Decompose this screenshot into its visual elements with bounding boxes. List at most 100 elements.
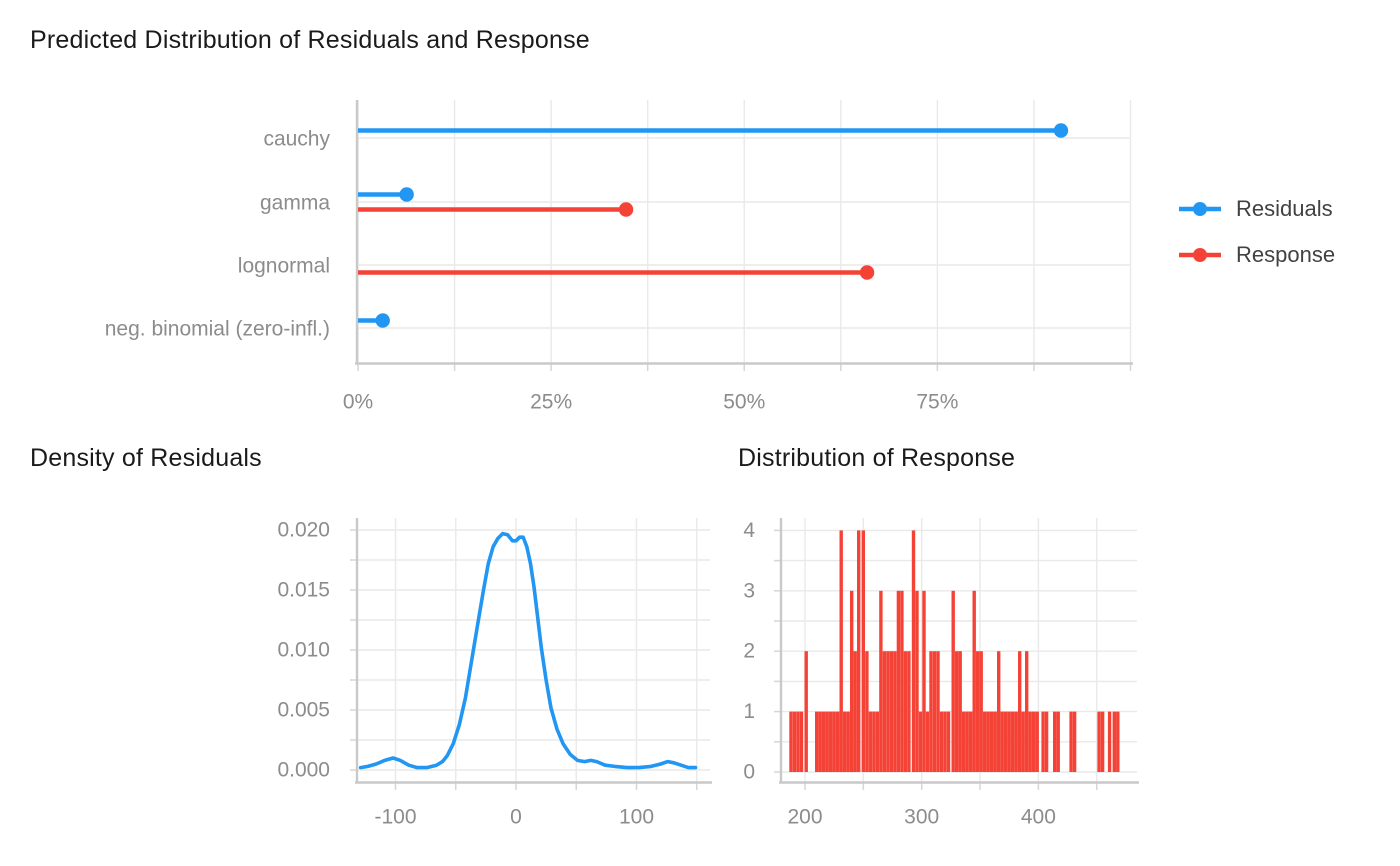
histogram-bar[interactable]	[1004, 711, 1008, 772]
predicted-distribution-chart[interactable]: 0% 25% 50% 75% cauchy gamma lognormal neg. bino…	[105, 100, 1133, 414]
histogram-bar[interactable]	[1112, 711, 1116, 772]
y-tick-label: 1	[743, 700, 755, 723]
histogram-bar[interactable]	[815, 711, 819, 772]
histogram-bar[interactable]	[929, 651, 933, 772]
histogram-chart[interactable]: 0 1 2 3 4 200 300 400	[743, 518, 1139, 829]
histogram-bar[interactable]	[818, 711, 822, 772]
histogram-bar[interactable]	[1053, 711, 1057, 772]
density-chart[interactable]: 0.000 0.005 0.010 0.015 0.020 -100 0 100	[277, 518, 712, 829]
histogram-bar[interactable]	[946, 711, 951, 772]
histogram-bar[interactable]	[922, 590, 926, 772]
histogram-bar[interactable]	[951, 590, 955, 772]
lollipop-dot-residuals[interactable]	[399, 187, 414, 202]
histogram-bar[interactable]	[1116, 711, 1120, 772]
histogram-bar[interactable]	[896, 590, 901, 772]
response-legend-symbol	[1179, 248, 1221, 262]
histogram-bar[interactable]	[936, 651, 940, 772]
density-curve[interactable]	[358, 531, 698, 770]
histogram-bar[interactable]	[875, 711, 880, 772]
histogram-bar[interactable]	[1021, 711, 1025, 772]
histogram-bar[interactable]	[853, 651, 857, 772]
histogram-bar[interactable]	[979, 651, 983, 772]
histogram-bar[interactable]	[1069, 711, 1073, 772]
histogram-bar[interactable]	[943, 711, 947, 772]
histogram-bar[interactable]	[932, 651, 937, 772]
histogram-bar[interactable]	[893, 651, 897, 772]
legend-label-residuals: Residuals	[1236, 196, 1333, 221]
histogram-bar[interactable]	[907, 651, 911, 772]
histogram-bar[interactable]	[865, 651, 869, 772]
y-tick-label: 2	[743, 640, 755, 663]
histogram-bar[interactable]	[997, 651, 1001, 772]
histogram-bar[interactable]	[839, 530, 843, 772]
y-tick-label: 0.000	[277, 759, 330, 782]
histogram-bar[interactable]	[918, 711, 923, 772]
histogram-bar[interactable]	[1028, 711, 1032, 772]
histogram-bar[interactable]	[903, 651, 908, 772]
lollipop-dot-response[interactable]	[618, 202, 634, 217]
histogram-bar[interactable]	[972, 590, 976, 772]
histogram-bar[interactable]	[832, 711, 836, 772]
histogram-bar[interactable]	[1000, 711, 1004, 772]
lollipop-dot-residuals[interactable]	[1053, 123, 1069, 138]
histogram-bar[interactable]	[965, 711, 969, 772]
histogram-bar[interactable]	[955, 651, 959, 772]
histogram-bar[interactable]	[825, 711, 829, 772]
histogram-bar[interactable]	[1035, 711, 1039, 772]
histogram-bar[interactable]	[986, 711, 990, 772]
histogram-bar[interactable]	[1032, 711, 1036, 772]
histogram-bar[interactable]	[969, 711, 973, 772]
histogram-bar[interactable]	[962, 711, 966, 772]
histogram-bar[interactable]	[792, 711, 797, 772]
histogram-bar[interactable]	[915, 590, 919, 772]
histogram-bar[interactable]	[1107, 711, 1112, 772]
histogram-bar[interactable]	[1025, 651, 1029, 772]
histogram-bar[interactable]	[843, 711, 847, 772]
histogram-bar[interactable]	[1056, 711, 1060, 772]
histogram-bar[interactable]	[1097, 711, 1101, 772]
histogram-bar[interactable]	[1044, 711, 1049, 772]
histogram-bar[interactable]	[829, 711, 833, 772]
histogram-bar[interactable]	[886, 651, 890, 772]
histogram-bar[interactable]	[983, 711, 987, 772]
legend-item-response[interactable]: Response	[1178, 242, 1335, 268]
histogram-bar[interactable]	[925, 711, 930, 772]
histogram-bar[interactable]	[1007, 711, 1011, 772]
histogram-bar[interactable]	[976, 651, 980, 772]
histogram-bar[interactable]	[846, 711, 850, 772]
histogram-bar[interactable]	[836, 711, 840, 772]
histogram-bar[interactable]	[796, 711, 800, 772]
legend-label-response: Response	[1236, 242, 1336, 267]
histogram-bar[interactable]	[822, 711, 826, 772]
histogram-bar[interactable]	[882, 651, 887, 772]
histogram-bar[interactable]	[990, 711, 994, 772]
histogram-bar[interactable]	[861, 530, 865, 772]
histogram-bar[interactable]	[1018, 651, 1022, 772]
histogram-bar[interactable]	[911, 530, 916, 772]
y-tick-label: 0.015	[277, 579, 330, 602]
histogram-bar[interactable]	[993, 711, 997, 772]
histogram-bar[interactable]	[804, 651, 808, 772]
x-tick-label: 400	[1021, 806, 1056, 829]
histogram-bar[interactable]	[868, 711, 873, 772]
histogram-bar[interactable]	[958, 651, 962, 772]
x-tick-label: -100	[374, 806, 416, 829]
legend-item-residuals[interactable]: Residuals	[1178, 196, 1335, 222]
histogram-bar[interactable]	[939, 711, 944, 772]
histogram-bar[interactable]	[850, 590, 854, 772]
histogram-bar[interactable]	[879, 590, 883, 772]
histogram-bar[interactable]	[857, 530, 861, 772]
histogram-bar[interactable]	[1041, 711, 1045, 772]
histogram-bar[interactable]	[900, 590, 904, 772]
histogram-bar[interactable]	[1011, 711, 1015, 772]
histogram-bar[interactable]	[789, 711, 793, 772]
histogram-bar[interactable]	[889, 651, 894, 772]
lollipop-dot-residuals[interactable]	[375, 313, 390, 328]
histogram-bar[interactable]	[1100, 711, 1105, 772]
histogram-bar[interactable]	[872, 711, 876, 772]
histogram-bar[interactable]	[799, 711, 804, 772]
histogram-bar[interactable]	[1014, 711, 1018, 772]
histogram-bar[interactable]	[1072, 711, 1077, 772]
lollipop-dot-response[interactable]	[859, 265, 875, 280]
